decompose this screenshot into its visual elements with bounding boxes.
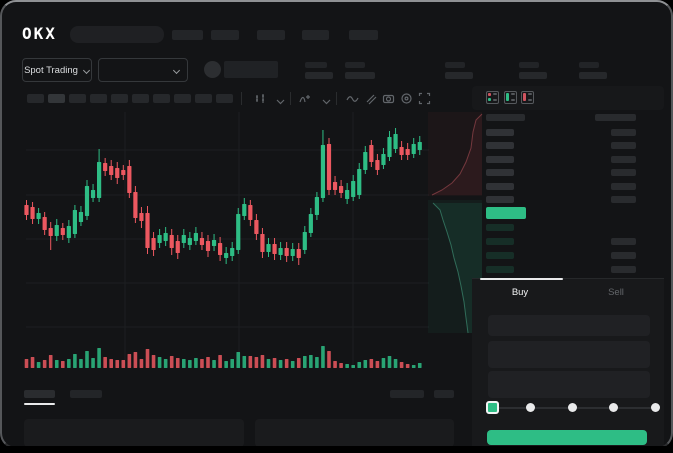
- buy-submit-button[interactable]: [487, 430, 647, 445]
- amount-field[interactable]: [488, 371, 650, 398]
- ask-amount-placeholder: [611, 169, 636, 176]
- nav-item-placeholder[interactable]: [349, 30, 378, 40]
- ask-price-placeholder[interactable]: [486, 142, 514, 149]
- bid-price-placeholder[interactable]: [486, 224, 514, 231]
- market-type-dropdown[interactable]: Spot Trading: [22, 58, 92, 82]
- bid-price-placeholder[interactable]: [486, 252, 514, 259]
- bid-amount-placeholder: [611, 266, 636, 273]
- bottom-control[interactable]: [434, 390, 454, 398]
- ask-price-placeholder[interactable]: [486, 169, 514, 176]
- coin-avatar: [204, 61, 221, 78]
- order-form-panel: Buy Sell: [472, 278, 664, 447]
- orderbook-view-bids-icon[interactable]: [504, 91, 517, 104]
- price-field[interactable]: [488, 341, 650, 368]
- orders-table-placeholder: [255, 419, 454, 447]
- timeframe-button[interactable]: [27, 94, 44, 103]
- tab-buy[interactable]: Buy: [511, 286, 529, 298]
- pair-price-placeholder: [224, 61, 278, 78]
- slider-stop[interactable]: [526, 403, 535, 412]
- camera-icon[interactable]: [382, 92, 395, 105]
- nav-item-placeholder[interactable]: [302, 30, 329, 40]
- slider-stop[interactable]: [609, 403, 618, 412]
- ask-amount-placeholder: [611, 129, 636, 136]
- last-price-indicator[interactable]: [486, 207, 526, 219]
- chevron-down-icon[interactable]: [274, 95, 285, 108]
- nav-item-placeholder[interactable]: [257, 30, 285, 40]
- bid-price-placeholder[interactable]: [486, 238, 514, 245]
- timeframe-button[interactable]: [195, 94, 212, 103]
- pair-selector-dropdown[interactable]: [98, 58, 188, 82]
- bottom-tab-active[interactable]: [24, 390, 55, 398]
- okx-logo[interactable]: OKX: [22, 24, 57, 43]
- indicators-icon[interactable]: [298, 92, 311, 105]
- bottom-tab-underline: [24, 403, 55, 405]
- ask-amount-placeholder: [611, 183, 636, 190]
- timeframe-button[interactable]: [90, 94, 107, 103]
- market-type-label: Spot Trading: [24, 64, 78, 76]
- slider-stop[interactable]: [568, 403, 577, 412]
- toolbar-divider: [290, 92, 291, 105]
- chevron-down-icon: [173, 67, 180, 74]
- tab-sell[interactable]: Sell: [608, 286, 624, 298]
- ask-price-placeholder[interactable]: [486, 183, 514, 190]
- order-type-field[interactable]: [488, 315, 650, 336]
- active-tab-indicator: [480, 278, 563, 280]
- chart-style-icon[interactable]: [254, 92, 267, 105]
- ask-amount-placeholder: [611, 196, 636, 203]
- settings-icon[interactable]: [400, 92, 413, 105]
- measure-icon[interactable]: [364, 92, 377, 105]
- timeframe-button[interactable]: [216, 94, 233, 103]
- orderbook-view-asks-icon[interactable]: [521, 91, 534, 104]
- nav-item-placeholder[interactable]: [172, 30, 203, 40]
- line-tools-icon[interactable]: [346, 92, 359, 105]
- order-form-tabs: Buy Sell: [472, 278, 664, 305]
- orderbook-view-all-icon[interactable]: [486, 91, 499, 104]
- timeframe-button-selected[interactable]: [48, 94, 65, 103]
- ask-price-placeholder[interactable]: [486, 196, 514, 203]
- ask-price-placeholder[interactable]: [486, 129, 514, 136]
- orderbook-toolbar: [472, 86, 664, 110]
- toolbar-divider: [336, 92, 337, 105]
- timeframe-button[interactable]: [153, 94, 170, 103]
- slider-stop[interactable]: [651, 403, 660, 412]
- ask-price-placeholder[interactable]: [486, 156, 514, 163]
- ask-amount-placeholder: [611, 156, 636, 163]
- device-bezel: [0, 446, 673, 453]
- bid-price-placeholder[interactable]: [486, 266, 514, 273]
- ask-amount-placeholder: [611, 142, 636, 149]
- orderbook-header-amount: [595, 114, 636, 121]
- timeframe-button[interactable]: [111, 94, 128, 103]
- bid-amount-placeholder: [611, 238, 636, 245]
- nav-item-placeholder[interactable]: [211, 30, 239, 40]
- bottom-tab[interactable]: [70, 390, 102, 398]
- bid-amount-placeholder: [611, 252, 636, 259]
- bottom-control[interactable]: [390, 390, 424, 398]
- search-input[interactable]: [70, 26, 164, 43]
- timeframe-button[interactable]: [174, 94, 191, 103]
- chevron-down-icon[interactable]: [320, 95, 331, 108]
- chevron-down-icon: [83, 67, 90, 74]
- toolbar-divider: [241, 92, 242, 105]
- slider-handle[interactable]: [486, 401, 499, 414]
- orders-table-placeholder: [24, 419, 244, 447]
- fullscreen-icon[interactable]: [418, 92, 431, 105]
- timeframe-button[interactable]: [69, 94, 86, 103]
- orderbook-header-price: [486, 114, 525, 121]
- timeframe-button[interactable]: [132, 94, 149, 103]
